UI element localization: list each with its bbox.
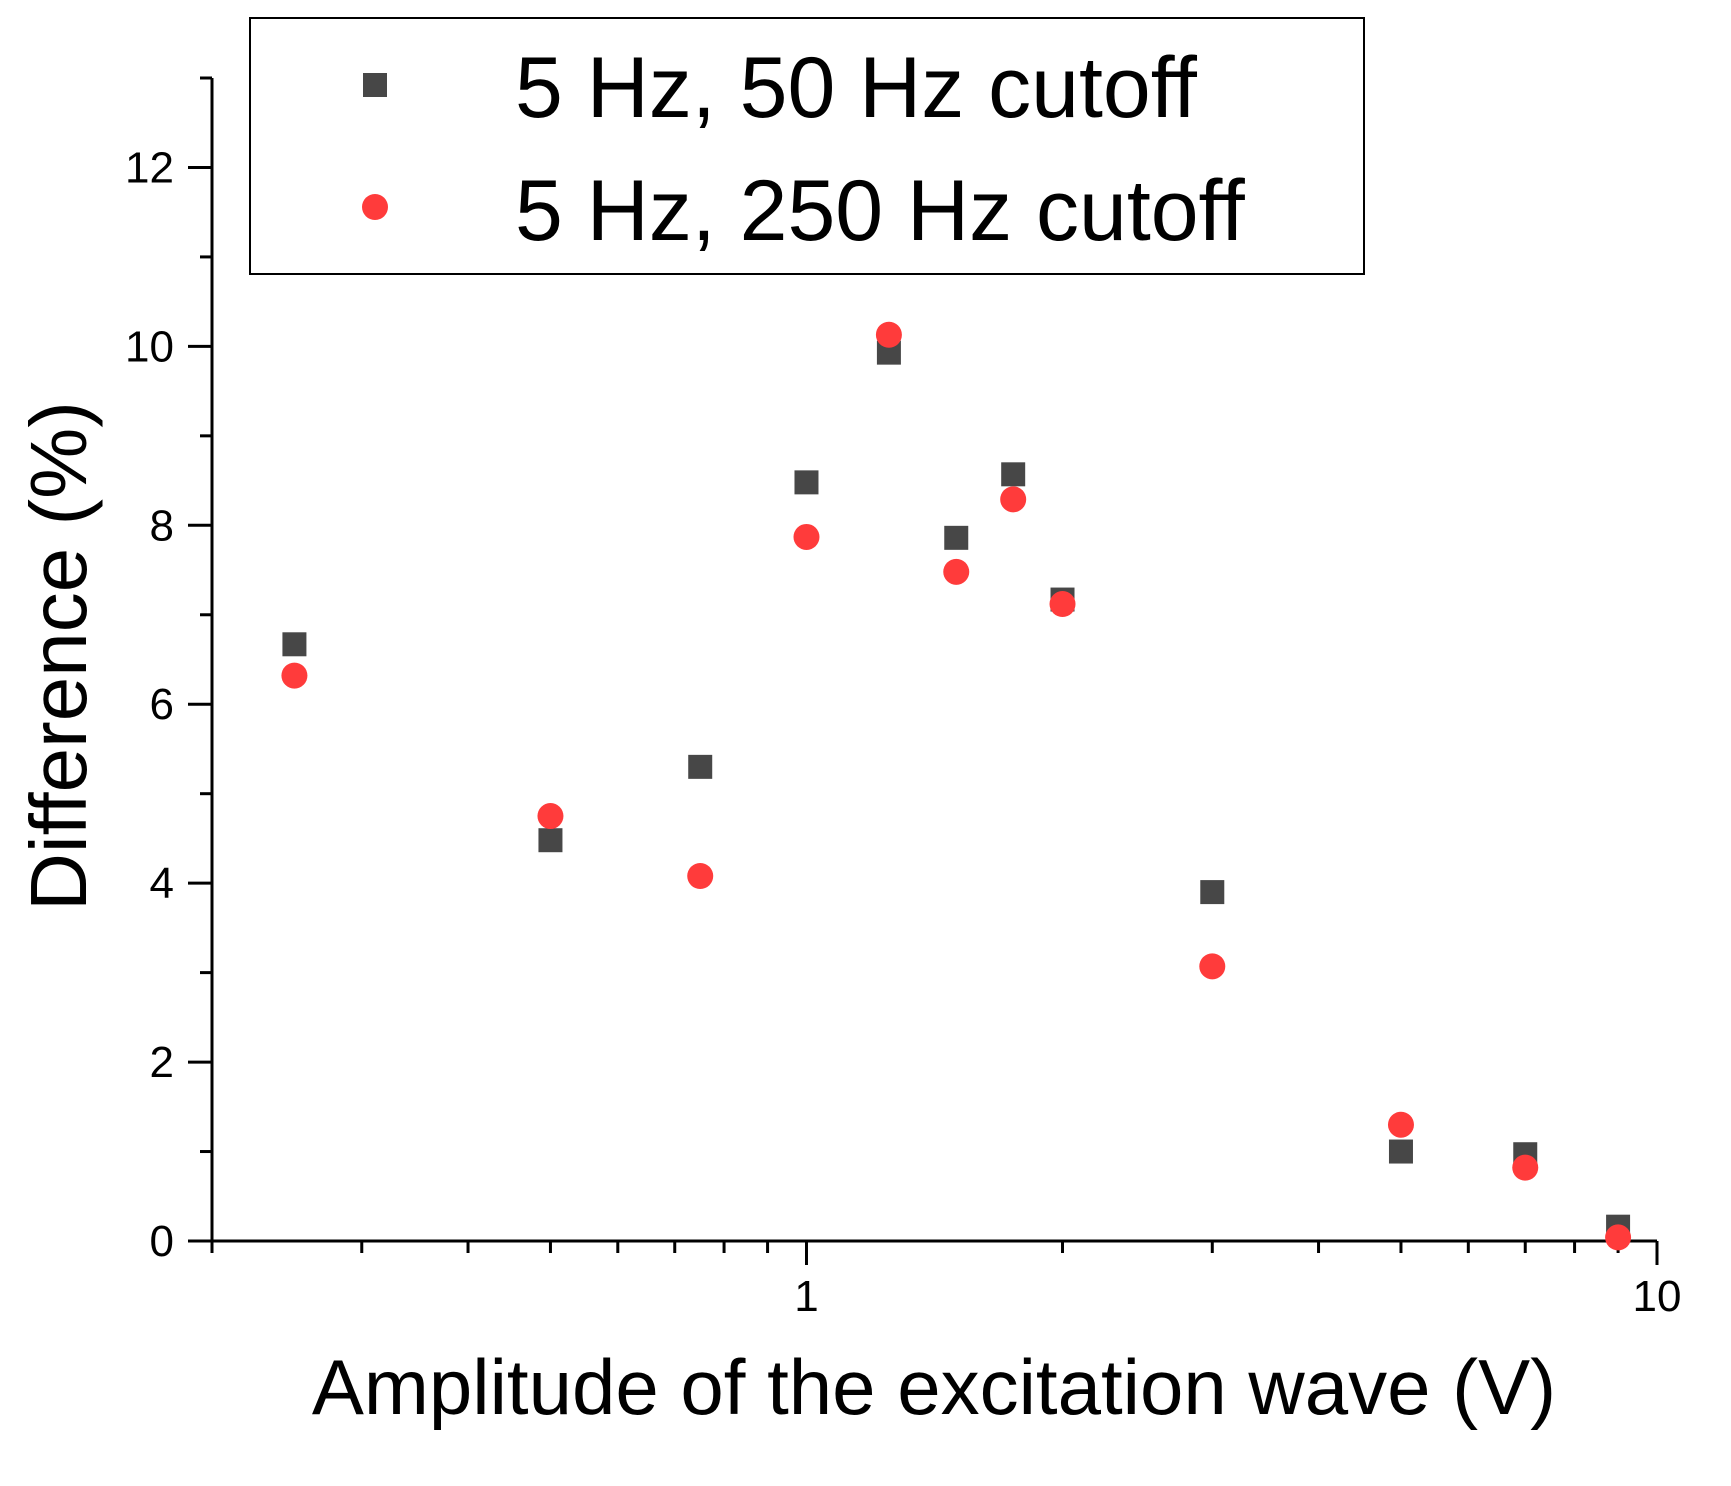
- y-tick-label: 6: [150, 680, 174, 729]
- point-series-1: [538, 828, 563, 853]
- point-series-1: [1200, 880, 1225, 905]
- x-tick-label: 1: [794, 1272, 818, 1321]
- legend-marker-circle: [362, 194, 388, 220]
- axes: [210, 78, 1657, 1243]
- y-tick-label: 4: [150, 859, 174, 908]
- y-tick-label: 2: [150, 1038, 174, 1087]
- y-tick-label: 12: [125, 143, 174, 192]
- point-series-2: [1512, 1154, 1539, 1181]
- legend-label-series-2: 5 Hz, 250 Hz cutoff: [515, 163, 1246, 259]
- point-series-2: [1049, 591, 1076, 618]
- x-axis-title: Amplitude of the excitation wave (V): [312, 1343, 1556, 1431]
- data-points: [281, 321, 1632, 1251]
- x-tick-label: 10: [1633, 1272, 1682, 1321]
- point-series-2: [793, 523, 820, 550]
- point-series-2: [1199, 953, 1226, 980]
- x-axis-ticks: 1 10: [210, 1241, 1682, 1321]
- y-axis-ticks: 0 2 4 6 8 10 12: [125, 76, 212, 1266]
- point-series-2: [875, 321, 902, 348]
- point-series-1: [794, 470, 819, 495]
- legend: 5 Hz, 50 Hz cutoff 5 Hz, 250 Hz cutoff: [249, 17, 1365, 275]
- y-tick-label: 10: [125, 322, 174, 371]
- y-tick-label: 0: [150, 1217, 174, 1266]
- point-series-1: [1388, 1139, 1413, 1164]
- point-series-2: [1387, 1111, 1414, 1138]
- legend-marker-square: [363, 73, 387, 97]
- point-series-2: [1000, 486, 1027, 513]
- point-series-1: [282, 632, 307, 657]
- point-series-2: [537, 803, 564, 830]
- point-series-2: [687, 862, 714, 889]
- point-series-2: [281, 662, 308, 689]
- point-series-1: [688, 754, 713, 779]
- legend-label-series-1: 5 Hz, 50 Hz cutoff: [515, 40, 1198, 136]
- y-axis-title: Difference (%): [14, 401, 103, 911]
- y-tick-label: 8: [150, 501, 174, 550]
- legend-box: [249, 17, 1365, 275]
- point-series-2: [943, 558, 970, 585]
- point-series-2: [1605, 1224, 1632, 1251]
- point-series-1: [1001, 462, 1026, 487]
- point-series-1: [944, 525, 969, 550]
